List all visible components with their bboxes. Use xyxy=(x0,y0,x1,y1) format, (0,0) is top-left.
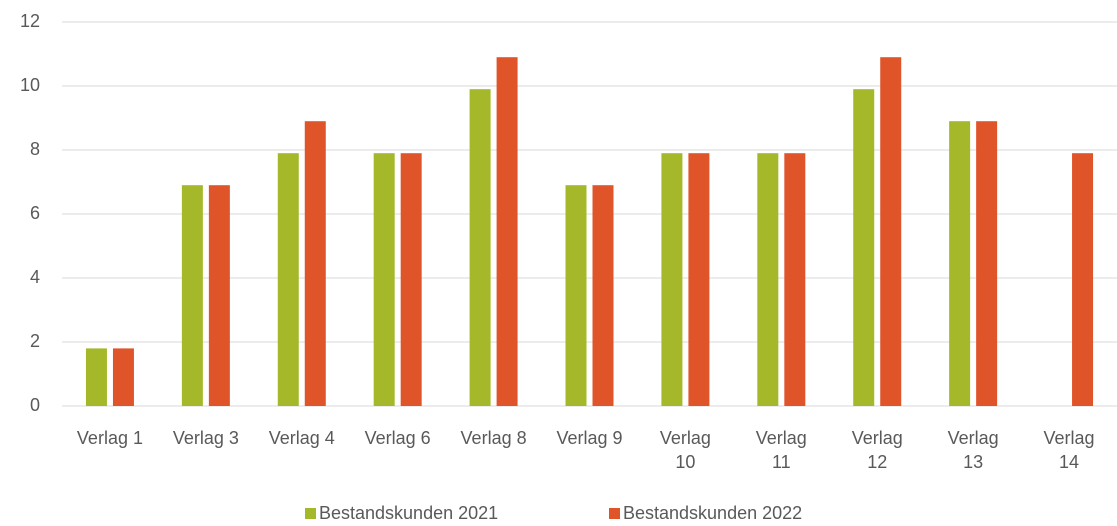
bar xyxy=(853,89,875,406)
y-tick-label: 0 xyxy=(30,395,40,415)
x-tick-label: Verlag 1 xyxy=(76,428,143,448)
y-tick-label: 2 xyxy=(30,331,40,351)
legend-swatch xyxy=(609,508,620,519)
bar xyxy=(304,121,326,406)
x-tick-label: Verlag 4 xyxy=(268,428,335,448)
bar xyxy=(1072,153,1094,406)
x-tick-label: Verlag 8 xyxy=(460,428,527,448)
bar xyxy=(181,185,203,406)
y-tick-label: 6 xyxy=(30,203,40,223)
bar xyxy=(661,153,683,406)
bar xyxy=(496,57,518,406)
bar xyxy=(976,121,998,406)
legend-label: Bestandskunden 2022 xyxy=(623,503,803,523)
bar xyxy=(565,185,587,406)
bar xyxy=(757,153,779,406)
legend-swatch xyxy=(305,508,316,519)
legend-label: Bestandskunden 2021 xyxy=(319,503,499,523)
bar xyxy=(949,121,971,406)
bar xyxy=(688,153,710,406)
bar xyxy=(880,57,902,406)
bar xyxy=(112,348,134,406)
bar xyxy=(469,89,491,406)
bar xyxy=(400,153,422,406)
y-tick-label: 12 xyxy=(20,11,40,31)
y-tick-label: 8 xyxy=(30,139,40,159)
legend-item: Bestandskunden 2022 xyxy=(609,503,802,524)
x-tick-label: Verlag 14 xyxy=(1043,428,1095,472)
bar xyxy=(784,153,806,406)
x-tick-label: Verlag 11 xyxy=(755,428,807,472)
x-tick-label: Verlag 9 xyxy=(556,428,623,448)
bar xyxy=(208,185,230,406)
bar xyxy=(373,153,395,406)
x-tick-label: Verlag 12 xyxy=(851,428,903,472)
x-tick-label: Verlag 6 xyxy=(364,428,431,448)
bar xyxy=(592,185,614,406)
y-tick-label: 10 xyxy=(20,75,40,95)
x-tick-label: Verlag 3 xyxy=(172,428,239,448)
bar xyxy=(277,153,299,406)
y-tick-label: 4 xyxy=(30,267,40,287)
x-tick-label: Verlag 10 xyxy=(659,428,711,472)
legend-item: Bestandskunden 2021 xyxy=(305,503,498,524)
x-tick-label: Verlag 13 xyxy=(947,428,999,472)
bar xyxy=(85,348,107,406)
